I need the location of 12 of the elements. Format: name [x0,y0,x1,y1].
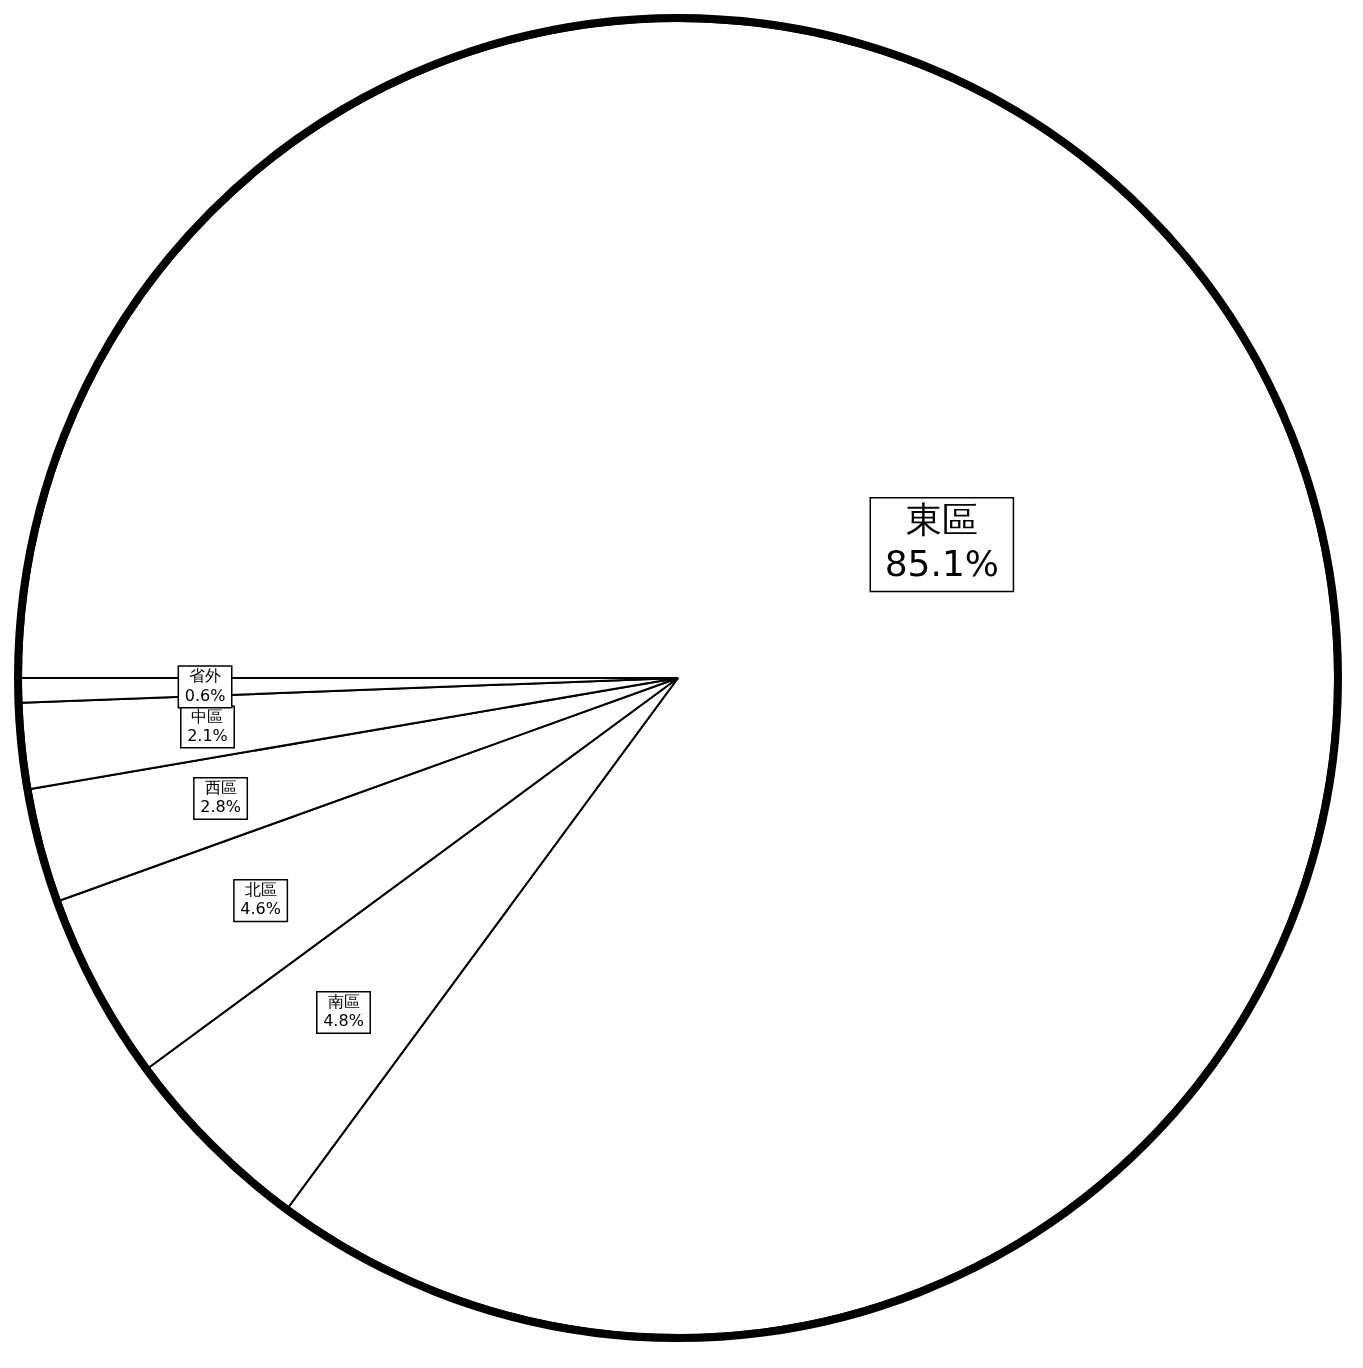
data-label: 4.6% [240,899,281,919]
slice-label: 南區 [327,992,360,1012]
data-label: 4.8% [323,1011,364,1031]
slice-label: 北區 [244,880,277,900]
data-label: 85.1% [884,542,1000,584]
slice-label: 中區 [191,706,224,726]
data-label: 2.1% [187,725,228,745]
slice-label: 西區 [204,778,237,798]
data-label: 2.8% [200,797,241,817]
slice-label: 東區 [905,499,978,541]
slice-label: 省外 [189,666,222,686]
data-label: 0.6% [184,685,226,705]
